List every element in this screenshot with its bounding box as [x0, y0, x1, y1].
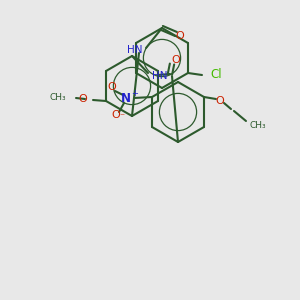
Text: O: O — [176, 31, 184, 41]
Text: O: O — [108, 82, 116, 92]
Text: CH₃: CH₃ — [250, 121, 267, 130]
Text: N: N — [121, 92, 131, 106]
Text: O: O — [112, 110, 120, 120]
Text: O: O — [216, 96, 224, 106]
Text: CH₃: CH₃ — [50, 92, 66, 101]
Text: O: O — [172, 55, 180, 65]
Text: +: + — [131, 89, 138, 98]
Text: Cl: Cl — [210, 68, 222, 82]
Text: HN: HN — [127, 45, 142, 55]
Text: O: O — [78, 94, 87, 104]
Text: ⁻: ⁻ — [119, 112, 124, 122]
Text: HN: HN — [152, 71, 167, 81]
